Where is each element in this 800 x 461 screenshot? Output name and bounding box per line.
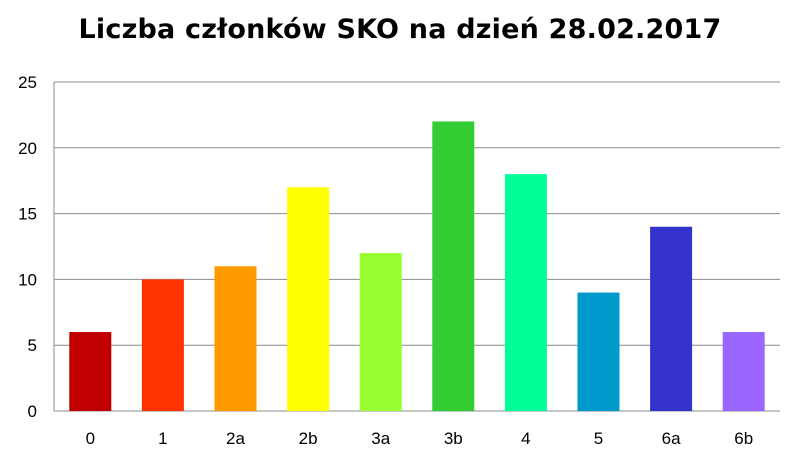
bar-2a xyxy=(214,266,257,411)
x-tick-label: 3a xyxy=(371,429,390,448)
x-tick-label: 6a xyxy=(662,429,681,448)
x-axis-ticks: 0 1 2a 2b 3a 3b 4 5 6a 6b xyxy=(86,429,754,448)
x-tick-label: 0 xyxy=(86,429,95,448)
y-tick-label: 0 xyxy=(28,402,37,421)
y-tick-label: 5 xyxy=(28,336,37,355)
bar-6b xyxy=(722,332,765,411)
x-tick-label: 5 xyxy=(594,429,603,448)
bar-3b xyxy=(432,121,475,411)
bar-6a xyxy=(650,226,693,411)
bar-0 xyxy=(69,332,112,411)
x-tick-label: 4 xyxy=(521,429,530,448)
bar-2b xyxy=(287,187,330,411)
chart-title: Liczba członków SKO na dzień 28.02.2017 xyxy=(78,14,722,45)
bar-1 xyxy=(141,279,184,411)
bar-5 xyxy=(577,292,620,411)
x-tick-label: 2b xyxy=(299,429,318,448)
y-tick-label: 10 xyxy=(18,270,37,289)
y-tick-label: 25 xyxy=(18,73,37,92)
x-tick-label: 1 xyxy=(158,429,167,448)
x-tick-label: 2a xyxy=(226,429,245,448)
bar-4 xyxy=(504,174,547,411)
y-tick-label: 15 xyxy=(18,205,37,224)
bars xyxy=(69,121,765,411)
y-axis-ticks: 0 5 10 15 20 25 xyxy=(18,73,37,421)
x-tick-label: 3b xyxy=(444,429,463,448)
y-tick-label: 20 xyxy=(18,139,37,158)
bar-3a xyxy=(359,253,402,411)
x-tick-label: 6b xyxy=(734,429,753,448)
